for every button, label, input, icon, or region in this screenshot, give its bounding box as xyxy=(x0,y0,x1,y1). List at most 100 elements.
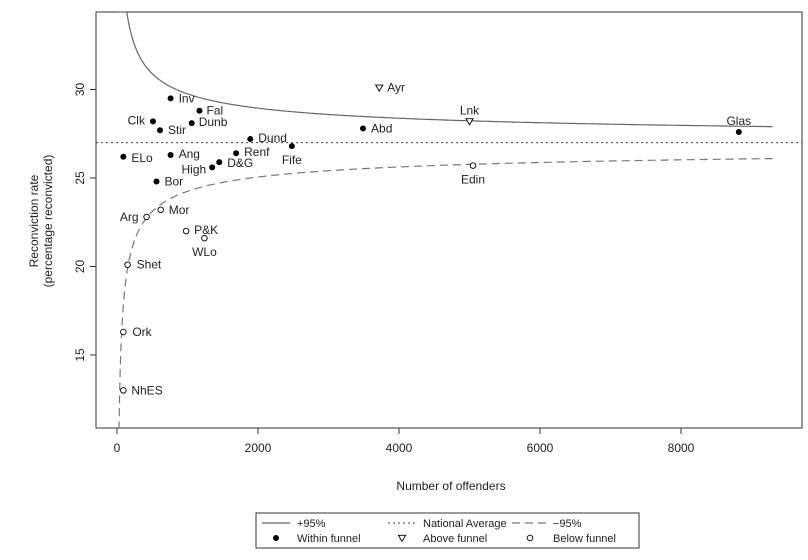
x-tick-label: 4000 xyxy=(386,441,413,455)
legend-avg-label: National Average xyxy=(423,518,507,530)
legend-above-swatch xyxy=(397,534,407,543)
point-label: Dund xyxy=(258,131,287,145)
funnel-curves xyxy=(96,11,802,429)
point-label: Lnk xyxy=(460,103,480,117)
data-point: Shet xyxy=(124,258,162,272)
point-marker-within xyxy=(167,95,174,102)
data-point: Arg xyxy=(120,210,150,224)
point-marker-below xyxy=(143,213,150,221)
point-marker-within xyxy=(196,107,203,114)
point-label: D&G xyxy=(227,156,253,170)
point-label: Abd xyxy=(371,121,392,135)
data-point: Ayr xyxy=(374,81,405,95)
point-marker-within xyxy=(233,150,240,157)
point-marker-above xyxy=(374,84,384,93)
data-point: Fal xyxy=(196,104,223,118)
point-marker-within xyxy=(188,120,195,127)
data-point: Edin xyxy=(461,162,485,187)
data-point: Glas xyxy=(726,114,751,135)
data-point: P&K xyxy=(182,223,218,237)
point-label: High xyxy=(181,162,206,176)
point-marker-within xyxy=(153,178,160,185)
data-point: Dund xyxy=(247,131,287,145)
x-tick-label: 8000 xyxy=(668,441,695,455)
data-point: NhES xyxy=(120,383,163,397)
x-axis-label: Number of offenders xyxy=(396,479,505,493)
point-label: Ayr xyxy=(387,81,405,95)
x-tick-label: 6000 xyxy=(527,441,554,455)
point-label: WLo xyxy=(192,245,217,259)
legend-box xyxy=(255,512,640,549)
y-tick-label: 20 xyxy=(73,260,87,274)
x-tick-label: 2000 xyxy=(245,441,272,455)
data-point: Mor xyxy=(157,203,190,217)
y-tick-label: 15 xyxy=(73,348,87,362)
lower-95-line xyxy=(117,158,773,429)
y-axis-label-line2: (percentage reconvicted) xyxy=(41,155,55,288)
data-point: Fife xyxy=(282,143,302,167)
data-point: Lnk xyxy=(460,103,480,126)
y-tick-label: 30 xyxy=(73,83,87,97)
point-marker-within xyxy=(209,164,216,171)
point-marker-below xyxy=(157,206,164,214)
data-point: Clk xyxy=(128,113,156,127)
point-marker-within xyxy=(120,153,127,160)
point-marker-within xyxy=(167,151,174,158)
axes: 0 2000 4000 6000 8000 15 20 25 30 xyxy=(73,83,695,455)
data-point: D&G xyxy=(216,156,253,170)
point-label: Arg xyxy=(120,210,139,224)
point-label: Fife xyxy=(282,153,302,167)
point-marker-within xyxy=(735,128,742,135)
data-point: Stir xyxy=(157,123,186,137)
point-label: Clk xyxy=(128,113,146,127)
legend-upper-label: +95% xyxy=(297,518,326,530)
point-marker-within xyxy=(149,118,156,125)
point-marker-within xyxy=(157,127,164,134)
data-point: High xyxy=(181,162,216,176)
point-marker-within xyxy=(288,143,295,150)
y-axis-label-line1: Reconviction rate xyxy=(27,174,41,267)
point-marker-within xyxy=(247,136,254,143)
point-marker-below xyxy=(182,227,190,235)
data-points: Inv Fal Clk Dunb Stir Abd Dund Fife Renf Ang ELo D&… xyxy=(120,81,751,398)
point-label: NhES xyxy=(131,383,162,397)
plot-frame xyxy=(95,11,803,429)
point-marker-above xyxy=(465,118,474,126)
data-point: Ork xyxy=(120,325,153,339)
point-marker-below xyxy=(120,387,127,394)
point-label: Inv xyxy=(179,91,195,105)
legend-within-label: Within funnel xyxy=(297,533,361,545)
point-label: Shet xyxy=(137,258,162,272)
plot-border xyxy=(95,11,803,429)
point-label: Ork xyxy=(132,325,152,339)
data-point: Bor xyxy=(153,175,183,189)
point-marker-below xyxy=(201,234,208,242)
legend-lower-label: −95% xyxy=(553,518,582,530)
legend-below-label: Below funnel xyxy=(553,533,616,545)
point-label: Fal xyxy=(206,104,223,118)
point-label: Dunb xyxy=(199,115,228,129)
point-label: Stir xyxy=(168,123,186,137)
legend-below-swatch xyxy=(526,534,534,542)
data-point: Renf xyxy=(233,145,270,159)
data-point: Abd xyxy=(360,121,392,135)
upper-95-line xyxy=(117,11,773,128)
legend: +95% National Average −95% Within funnel Abo… xyxy=(255,512,640,549)
point-label: ELo xyxy=(131,151,153,165)
data-point: Dunb xyxy=(188,115,228,129)
data-point: WLo xyxy=(192,234,217,259)
point-label: Ang xyxy=(179,147,200,161)
x-tick-label: 0 xyxy=(114,441,121,455)
point-marker-within xyxy=(216,159,223,166)
point-label: Mor xyxy=(169,203,190,217)
legend-above-label: Above funnel xyxy=(423,533,487,545)
point-marker-within xyxy=(360,125,367,132)
point-label: Bor xyxy=(164,175,183,189)
point-label: P&K xyxy=(194,223,218,237)
point-label: Glas xyxy=(726,114,751,128)
point-marker-below xyxy=(124,261,131,268)
legend-within-swatch xyxy=(273,535,279,541)
data-point: Inv xyxy=(167,91,195,105)
data-point: ELo xyxy=(120,151,153,165)
